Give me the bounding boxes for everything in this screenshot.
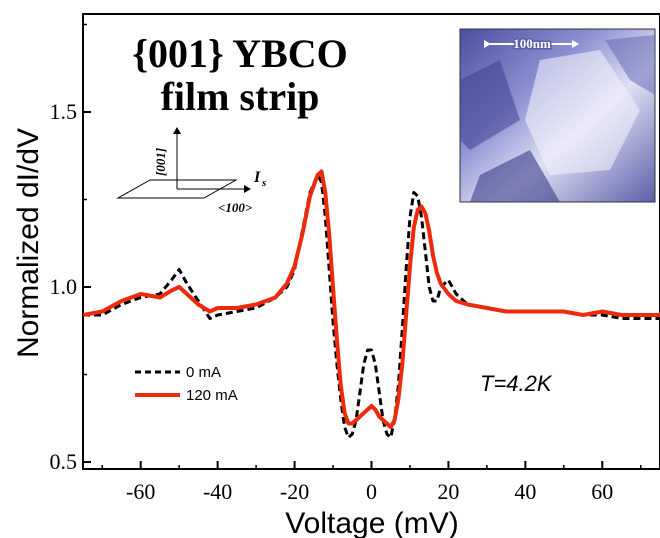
x-axis-label: Voltage (mV) [285, 507, 458, 538]
current-label: I [253, 169, 261, 186]
y-tick-label: 0.5 [50, 449, 78, 474]
x-tick-label: 60 [591, 479, 613, 504]
chart-title-line1: {001} YBCO [132, 31, 348, 76]
y-axis-ticks: 0.5 1.0 1.5 [50, 23, 91, 474]
series-line-0-ma [83, 173, 660, 439]
c-axis-label: [001] [153, 148, 168, 176]
afm-inset: 100nm [459, 28, 656, 203]
current-subscript: s [261, 177, 266, 189]
x-tick-label: -60 [126, 479, 155, 504]
x-tick-label: -20 [280, 479, 309, 504]
x-axis-ticks: -60 -40 -20 0 20 40 60 [101, 461, 642, 504]
chart-title-line2: film strip [161, 74, 320, 119]
series-line-120-ma [83, 169, 660, 429]
x-tick-label: 0 [366, 479, 377, 504]
orientation-diagram: [001] <100> I s [116, 127, 266, 215]
y-tick-label: 1.0 [50, 274, 78, 299]
y-axis-label: Normalized dI/dV [12, 128, 45, 358]
legend: 0 mA 120 mA [135, 364, 238, 404]
x-tick-label: 40 [514, 479, 536, 504]
temperature-annotation: T=4.2K [480, 371, 553, 396]
x-tick-label: 20 [437, 479, 459, 504]
x-tick-label: -40 [203, 479, 232, 504]
scale-bar-label: 100nm [513, 36, 551, 51]
legend-label-120ma: 120 mA [186, 387, 238, 404]
data-lines [83, 169, 660, 439]
a-axis-label: <100> [218, 200, 253, 215]
y-tick-label: 1.5 [50, 99, 78, 124]
film-plane [116, 179, 238, 199]
legend-label-0ma: 0 mA [186, 364, 221, 381]
